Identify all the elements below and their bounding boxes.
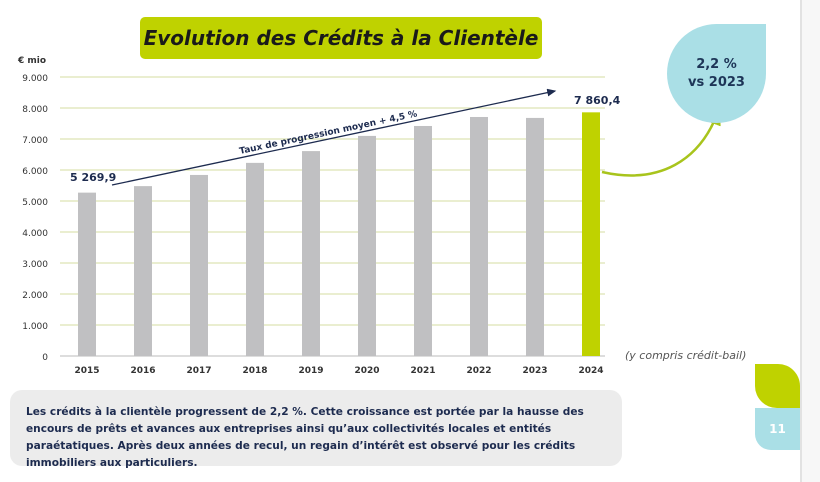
trend-annotation: Taux de progression moyen + 4,5 % xyxy=(239,109,419,157)
x-tick-label: 2016 xyxy=(130,366,155,376)
y-axis-label: € mio xyxy=(17,56,46,66)
x-tick-label: 2021 xyxy=(410,366,435,376)
growth-arrow xyxy=(601,107,721,177)
y-tick-label: 1.000 xyxy=(22,322,48,332)
growth-bubble: 2,2 % vs 2023 xyxy=(667,24,766,123)
x-tick-label: 2015 xyxy=(74,366,99,376)
x-tick-label: 2020 xyxy=(354,366,379,376)
y-tick-label: 3.000 xyxy=(22,260,48,270)
x-tick-label: 2018 xyxy=(242,366,267,376)
bar-2018 xyxy=(246,162,264,356)
y-tick-label: 0 xyxy=(42,353,48,363)
x-tick-label: 2022 xyxy=(466,366,491,376)
x-tick-label: 2024 xyxy=(578,366,603,376)
footnote: (y compris crédit-bail) xyxy=(625,349,747,362)
y-tick-label: 7.000 xyxy=(22,136,48,146)
chart-title: Evolution des Crédits à la Clientèle xyxy=(140,17,542,59)
bar-2023 xyxy=(526,117,544,356)
bar-chart: € mio 0 1.000 2.000 3.000 4.000 5.000 6.000 7.0… xyxy=(17,56,721,376)
bar-2015 xyxy=(78,192,96,356)
y-tick-label: 9.000 xyxy=(22,74,48,84)
decorative-leaf xyxy=(755,364,800,408)
bar-2024 xyxy=(582,112,600,356)
x-tick-label: 2019 xyxy=(298,366,323,376)
x-tick-label: 2017 xyxy=(186,366,211,376)
y-tick-label: 4.000 xyxy=(22,229,48,239)
side-panel xyxy=(800,0,820,482)
x-tick-label: 2023 xyxy=(522,366,547,376)
bar-2017 xyxy=(190,174,208,356)
bar-2020 xyxy=(358,135,376,356)
page-number: 11 xyxy=(755,408,800,450)
trend-arrow xyxy=(111,88,557,186)
data-label-2015: 5 269,9 xyxy=(70,171,116,184)
y-tick-label: 8.000 xyxy=(22,105,48,115)
bar-2016 xyxy=(134,186,152,356)
growth-value: 2,2 % xyxy=(696,56,737,72)
growth-comparison: vs 2023 xyxy=(688,74,745,90)
bar-2019 xyxy=(302,151,320,356)
y-tick-label: 2.000 xyxy=(22,291,48,301)
bar-2022 xyxy=(470,116,488,357)
y-tick-label: 5.000 xyxy=(22,198,48,208)
commentary-box: Les crédits à la clientèle progressent d… xyxy=(10,390,622,469)
bar-2021 xyxy=(414,125,432,356)
data-label-2024: 7 860,4 xyxy=(574,94,621,107)
y-tick-label: 6.000 xyxy=(22,167,48,177)
